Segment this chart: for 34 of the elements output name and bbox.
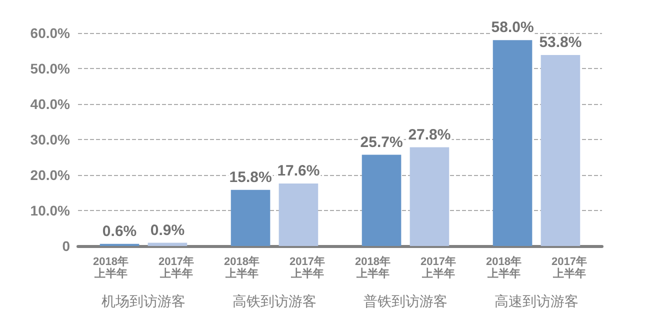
bar bbox=[362, 154, 402, 246]
series-label: 2018年上半年 bbox=[93, 255, 128, 280]
y-tick-label: 10.0% bbox=[30, 202, 71, 218]
x-tick-label: 机场到访游客 bbox=[102, 293, 186, 309]
data-label: 27.8% bbox=[408, 126, 451, 144]
x-tick-label: 高速到访游客 bbox=[494, 293, 578, 309]
bar bbox=[410, 147, 450, 246]
x-tick-label: 普铁到访游客 bbox=[364, 293, 448, 309]
bar bbox=[492, 40, 532, 246]
series-label: 2017年上半年 bbox=[158, 255, 194, 280]
bar bbox=[230, 190, 270, 246]
y-tick-label: 40.0% bbox=[30, 96, 71, 112]
data-label: 15.8% bbox=[229, 168, 272, 186]
data-label: 25.7% bbox=[360, 134, 403, 151]
text: 2017年上半年 bbox=[552, 256, 587, 280]
y-tick-label: 50.0% bbox=[30, 60, 71, 76]
text: 2018年上半年 bbox=[355, 256, 390, 280]
bar bbox=[278, 184, 318, 246]
y-tick-label: 60.0% bbox=[30, 25, 71, 41]
data-label: 58.0% bbox=[491, 19, 534, 36]
text: 2018年上半年 bbox=[224, 256, 260, 280]
data-label: 0.6% bbox=[102, 222, 137, 240]
data-label: 53.8% bbox=[539, 34, 582, 52]
y-tick-label: 30.0% bbox=[30, 132, 71, 148]
bar bbox=[148, 242, 188, 246]
y-tick-label: 0 bbox=[62, 238, 70, 254]
data-label: 17.6% bbox=[277, 162, 320, 180]
x-tick-label: 高铁到访游客 bbox=[232, 293, 316, 309]
bar bbox=[540, 55, 580, 246]
text: 2018年上半年 bbox=[486, 256, 522, 280]
data-label: 0.9% bbox=[150, 222, 185, 239]
text: 2017年上半年 bbox=[290, 256, 325, 280]
y-tick-label: 20.0% bbox=[30, 167, 71, 183]
text: 2017年上半年 bbox=[420, 256, 456, 280]
